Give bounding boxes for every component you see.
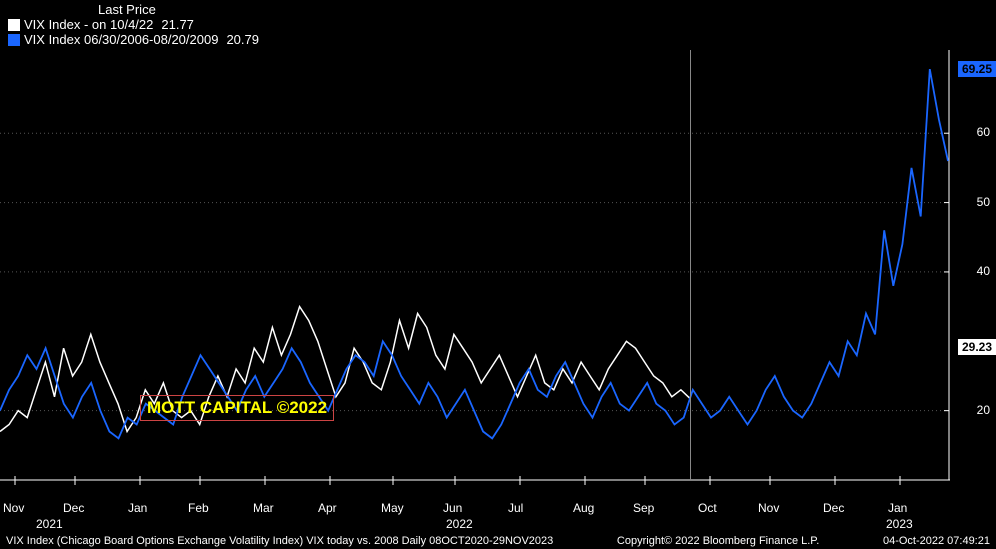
y-tick-label: 40 — [977, 264, 990, 278]
chart-area: MOTT CAPITAL ©2022 — [0, 50, 950, 510]
x-month-label: Dec — [823, 501, 844, 515]
x-axis: Nov Dec Jan Feb Mar Apr May Jun Jul Aug Sep Oct Nov D… — [0, 499, 950, 531]
swatch-0 — [8, 19, 20, 31]
x-year-label: 2021 — [36, 517, 63, 531]
footer-center: Copyright© 2022 Bloomberg Finance L.P. — [617, 535, 819, 547]
y-axis-labels: 20 40 50 60 69.25 29.23 — [952, 50, 996, 510]
x-year-label: 2023 — [886, 517, 913, 531]
y-tick-label: 50 — [977, 195, 990, 209]
x-month-label: Nov — [3, 501, 24, 515]
x-month-label: Sep — [633, 501, 654, 515]
legend-row-0: VIX Index - on 10/4/22 21.77 — [8, 17, 259, 32]
current-date-line — [690, 50, 691, 480]
watermark: MOTT CAPITAL ©2022 — [140, 395, 334, 421]
legend-title: Last Price — [8, 2, 259, 17]
price-tag: 69.25 — [958, 61, 996, 77]
legend-row-1: VIX Index 06/30/2006-08/20/2009 20.79 — [8, 32, 259, 47]
legend-label-1: VIX Index 06/30/2006-08/20/2009 — [24, 32, 218, 47]
x-month-label: Aug — [573, 501, 594, 515]
x-month-label: Jul — [508, 501, 523, 515]
footer-right: 04-Oct-2022 07:49:21 — [883, 535, 990, 547]
legend-label-0: VIX Index - on 10/4/22 — [24, 17, 153, 32]
y-tick-label: 20 — [977, 403, 990, 417]
x-year-label: 2022 — [446, 517, 473, 531]
x-month-label: Nov — [758, 501, 779, 515]
legend: Last Price VIX Index - on 10/4/22 21.77 … — [8, 2, 259, 47]
y-tick-label: 60 — [977, 125, 990, 139]
x-month-label: Jun — [443, 501, 462, 515]
chart-svg — [0, 50, 950, 510]
x-month-label: Jan — [888, 501, 907, 515]
legend-value-1: 20.79 — [226, 32, 259, 47]
x-month-label: Jan — [128, 501, 147, 515]
x-month-label: Oct — [698, 501, 717, 515]
legend-value-0: 21.77 — [161, 17, 194, 32]
x-month-label: Dec — [63, 501, 84, 515]
x-month-label: May — [381, 501, 404, 515]
x-month-label: Feb — [188, 501, 209, 515]
price-tag: 29.23 — [958, 339, 996, 355]
swatch-1 — [8, 34, 20, 46]
x-month-label: Mar — [253, 501, 274, 515]
footer: VIX Index (Chicago Board Options Exchang… — [0, 535, 996, 547]
x-month-label: Apr — [318, 501, 337, 515]
footer-left: VIX Index (Chicago Board Options Exchang… — [6, 535, 553, 547]
